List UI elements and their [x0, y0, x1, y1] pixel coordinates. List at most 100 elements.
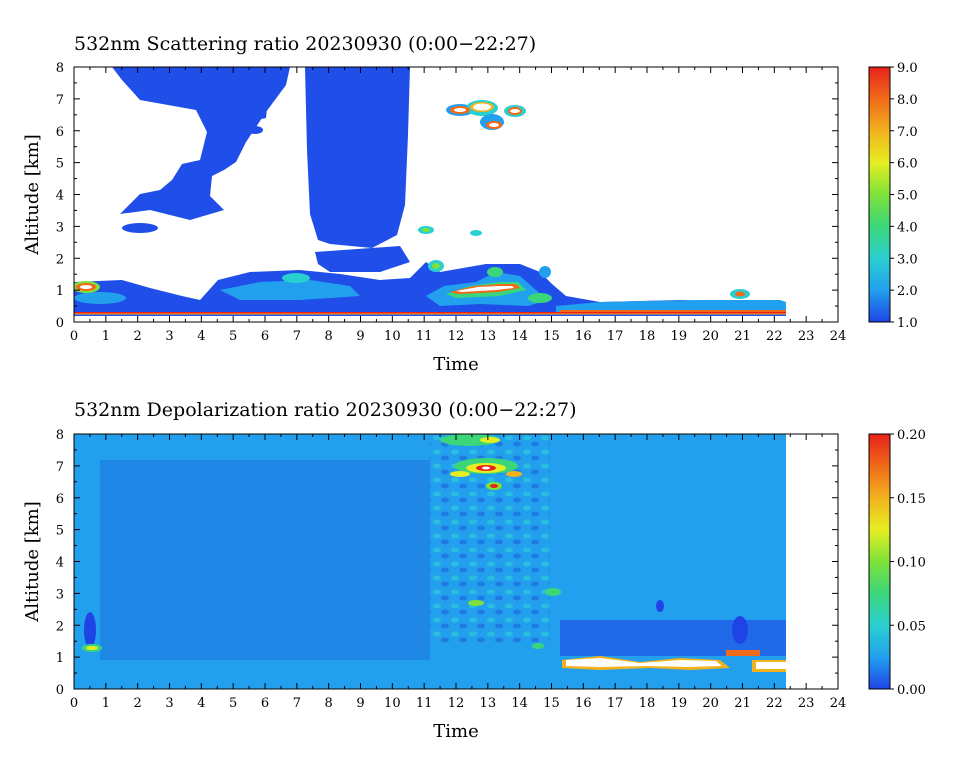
x-tick-label: 18	[639, 329, 656, 344]
x-tick-label: 3	[165, 696, 173, 711]
x-tick-label: 16	[575, 329, 592, 344]
x-tick-label: 14	[511, 696, 528, 711]
x-tick-label: 20	[702, 329, 719, 344]
colorbar-tick-label: 6.0	[897, 157, 918, 172]
x-tick-label: 20	[702, 696, 719, 711]
x-tick-label: 23	[798, 696, 815, 711]
x-tick-label: 15	[543, 696, 560, 711]
y-tick-label: 1	[56, 651, 64, 666]
panel-depolarization-ratio: 532nm Depolarization ratio 20230930 (0:0…	[22, 399, 926, 742]
x-axis-label-depolarization: Time	[433, 721, 478, 742]
colorbar-tick-label: 8.0	[897, 93, 918, 108]
y-tick-label: 2	[56, 619, 64, 634]
x-tick-label: 8	[325, 329, 333, 344]
x-tick-label: 5	[229, 329, 237, 344]
y-tick-label: 3	[56, 587, 64, 602]
x-tick-label: 17	[607, 329, 624, 344]
x-tick-label: 15	[543, 329, 560, 344]
colorbar-scattering-gradient	[868, 66, 891, 323]
y-axis-label-depolarization: Altitude [km]	[22, 501, 43, 623]
mid-level-cloud	[446, 100, 526, 130]
x-tick-label: 24	[830, 696, 847, 711]
x-tick-label: 9	[356, 696, 364, 711]
x-tick-label: 17	[607, 696, 624, 711]
x-tick-label: 24	[830, 329, 847, 344]
colorbar-tick-label: 3.0	[897, 252, 918, 267]
y-tick-label: 0	[56, 316, 64, 331]
x-tick-label: 2	[134, 329, 142, 344]
x-tick-label: 8	[325, 696, 333, 711]
x-tick-label: 0	[70, 329, 78, 344]
colorbar-tick-label: 1.0	[897, 316, 918, 331]
y-tick-label: 6	[56, 492, 64, 507]
y-tick-label: 7	[56, 460, 64, 475]
x-tick-label: 16	[575, 696, 592, 711]
y-tick-label: 3	[56, 220, 64, 235]
x-axis-label-scattering: Time	[433, 354, 478, 375]
cloud-block-high	[305, 67, 410, 248]
y-axis-label-scattering: Altitude [km]	[22, 134, 43, 256]
y-tick-label: 8	[56, 61, 64, 76]
colorbar-depolarization-gradient	[868, 433, 891, 690]
x-tick-label: 11	[416, 329, 433, 344]
colorbar-tick-label: 5.0	[897, 189, 918, 204]
colorbar-depolarization: 0.00 0.05 0.10 0.15 0.20	[868, 428, 926, 698]
x-tick-label: 7	[293, 696, 301, 711]
scattering-heatmap	[74, 67, 838, 322]
x-tick-label: 6	[261, 696, 269, 711]
x-tick-label: 7	[293, 329, 301, 344]
x-tick-label: 12	[448, 329, 465, 344]
y-tick-label: 4	[56, 556, 64, 571]
x-tick-label: 19	[671, 329, 688, 344]
y-tick-label: 1	[56, 284, 64, 299]
colorbar-tick-label: 0.05	[897, 619, 926, 634]
colorbar-tick-label: 0.15	[897, 492, 926, 507]
x-tick-label: 23	[798, 329, 815, 344]
x-tick-label: 11	[416, 696, 433, 711]
x-tick-label: 22	[766, 329, 783, 344]
x-tick-label: 4	[197, 329, 205, 344]
colorbar-tick-label: 0.20	[897, 428, 926, 443]
y-tick-label: 7	[56, 93, 64, 108]
x-tick-label: 5	[229, 696, 237, 711]
depolarization-heatmap	[74, 434, 838, 689]
x-tick-label: 13	[480, 696, 497, 711]
y-tick-label: 4	[56, 189, 64, 204]
colorbar-tick-label: 0.10	[897, 556, 926, 571]
colorbar-tick-label: 4.0	[897, 220, 918, 235]
high-depol-upper	[440, 434, 522, 490]
x-tick-label: 4	[197, 696, 205, 711]
x-tick-label: 18	[639, 696, 656, 711]
x-tick-label: 13	[480, 329, 497, 344]
y-tick-label: 8	[56, 428, 64, 443]
chart-title-scattering: 532nm Scattering ratio 20230930 (0:00−22…	[74, 33, 536, 55]
x-tick-label: 1	[102, 696, 110, 711]
y-tick-label: 5	[56, 524, 64, 539]
x-tick-label: 22	[766, 696, 783, 711]
colorbar-tick-label: 0.00	[897, 683, 926, 698]
x-tick-label: 1	[102, 329, 110, 344]
colorbar-tick-label: 7.0	[897, 125, 918, 140]
y-tick-label: 2	[56, 252, 64, 267]
x-tick-label: 12	[448, 696, 465, 711]
panel-scattering-ratio: 532nm Scattering ratio 20230930 (0:00−22…	[22, 33, 918, 375]
y-tick-label: 0	[56, 683, 64, 698]
x-tick-label: 21	[734, 329, 751, 344]
x-tick-label: 0	[70, 696, 78, 711]
x-tick-label: 6	[261, 329, 269, 344]
x-tick-label: 21	[734, 696, 751, 711]
colorbar-scattering: 1.0 2.0 3.0 4.0 5.0 6.0 7.0 8.0 9.0	[868, 61, 918, 331]
x-tick-label: 10	[384, 329, 401, 344]
x-tick-label: 3	[165, 329, 173, 344]
y-tick-label: 6	[56, 125, 64, 140]
colorbar-tick-label: 2.0	[897, 284, 918, 299]
y-tick-label: 5	[56, 157, 64, 172]
x-tick-label: 2	[134, 696, 142, 711]
high-depol-surface-layer	[562, 650, 786, 672]
chart-title-depolarization: 532nm Depolarization ratio 20230930 (0:0…	[74, 399, 576, 421]
x-tick-label: 9	[356, 329, 364, 344]
colorbar-tick-label: 9.0	[897, 61, 918, 76]
x-tick-label: 10	[384, 696, 401, 711]
x-tick-label: 19	[671, 696, 688, 711]
